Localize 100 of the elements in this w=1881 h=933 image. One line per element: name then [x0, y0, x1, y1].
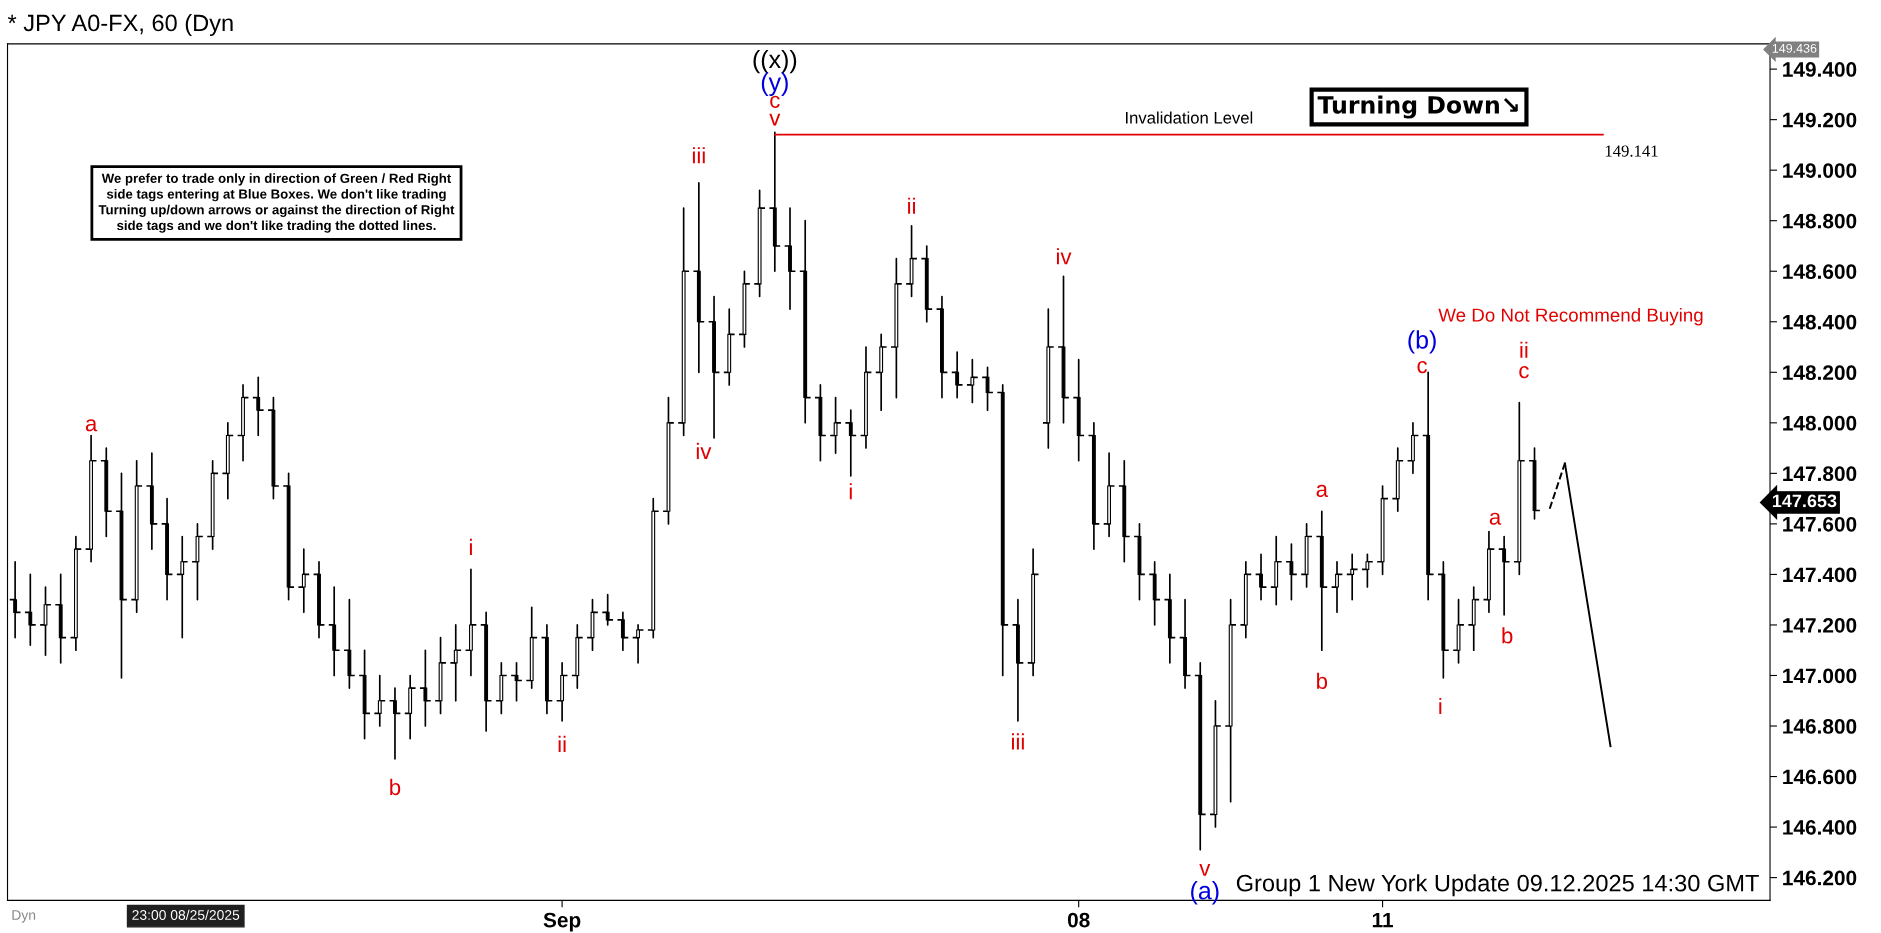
annotation: b: [1317, 672, 1328, 690]
y-tick-label: 147.200: [1783, 617, 1857, 633]
candlestick: [1331, 560, 1343, 614]
candlestick: [176, 535, 188, 639]
candlestick: [116, 472, 127, 679]
candlestick: [1255, 553, 1267, 601]
candlestick: [1529, 447, 1540, 520]
candlestick: [237, 384, 249, 462]
candlestick: [1042, 308, 1054, 449]
candlestick: [936, 295, 948, 399]
candlestick: [617, 611, 629, 652]
candlestick: [1392, 447, 1404, 513]
annotation: iv: [696, 442, 712, 459]
y-tick-label: 149.400: [1783, 62, 1857, 77]
candlestick: [1179, 598, 1191, 689]
candlestick: [526, 606, 538, 689]
y-tick-label: 148.200: [1783, 365, 1857, 381]
candlestick: [435, 636, 446, 715]
annotation: ((x)): [753, 49, 797, 74]
candlestick: [161, 497, 173, 601]
candlestick: [860, 346, 872, 449]
candlestick: [1483, 530, 1495, 614]
x-tick-label: 08: [1067, 912, 1090, 928]
annotation: iii: [1012, 733, 1024, 750]
candlestick: [343, 598, 355, 689]
candlestick: [70, 535, 82, 652]
candlestick: [222, 421, 234, 500]
candlestick: [997, 384, 1009, 677]
annotation: a: [85, 419, 98, 432]
annotation: We prefer to trade only in direction of Green / Red Right side tags entering at Blue Boxes. We don't like trading Turning up/down arrows or against the direction of Right side tags and we don't like trading the dotted lines.: [98, 173, 455, 233]
candlestick: [1088, 421, 1100, 550]
annotation: c: [1417, 361, 1428, 374]
candlestick: [693, 181, 705, 374]
candlestick: [24, 573, 36, 647]
candlestick: [404, 674, 416, 740]
candlestick: [890, 257, 902, 399]
candlestick: [1301, 523, 1312, 588]
candlestick: [1286, 543, 1297, 601]
candlestick: [1270, 535, 1282, 606]
y-tick-label: 147.800: [1783, 466, 1857, 482]
candlestick: [1210, 699, 1221, 828]
annotation: 149.141: [1605, 145, 1658, 157]
candlestick: [799, 219, 811, 424]
ref-line-label: Invalidation Level: [1126, 111, 1253, 124]
y-tick-label: 146.400: [1783, 820, 1857, 835]
candlestick: [1073, 358, 1085, 462]
text: 147.653: [1772, 494, 1837, 508]
candlestick: [647, 497, 659, 639]
y-tick-label: 146.200: [1783, 870, 1857, 886]
annotation: (b): [1408, 330, 1436, 354]
annotation: iv: [1056, 248, 1072, 265]
candlestick: [784, 207, 796, 310]
y-tick-label: 146.800: [1783, 719, 1857, 734]
annotation: b: [1502, 627, 1513, 644]
annotation: i: [849, 483, 852, 500]
candlestick: [1437, 560, 1449, 679]
y-tick-label: 148.400: [1783, 314, 1857, 330]
y-tick-label: 148.800: [1783, 213, 1857, 229]
x-tick-label: 11: [1372, 912, 1394, 928]
annotation: Turning Down↘: [1317, 95, 1518, 119]
candlestick: [450, 624, 462, 702]
candlestick: [723, 308, 735, 386]
candlestick: [906, 224, 917, 298]
y-tick-label: 146.600: [1783, 769, 1857, 785]
candlestick: [1513, 401, 1525, 576]
candlestick: [374, 674, 386, 727]
y-tick-label: 147.600: [1783, 516, 1857, 532]
candlestick: [268, 396, 279, 500]
candlestick: [556, 662, 568, 722]
candlestick: [708, 295, 720, 439]
candlestick: [1012, 598, 1024, 722]
candlestick: [1027, 548, 1039, 677]
candlestick: [480, 611, 492, 732]
candlestick: [754, 189, 766, 298]
annotation: iii: [692, 147, 705, 164]
candlestick: [875, 333, 887, 412]
candlestick: [1468, 586, 1480, 652]
candlestick: [283, 472, 295, 601]
candlestick: [1453, 598, 1464, 664]
candlestick: [465, 568, 477, 677]
annotation: i: [469, 538, 472, 555]
candlestick: [419, 649, 431, 727]
candlestick: [146, 452, 158, 550]
candlestick: [495, 662, 507, 715]
candlestick: [966, 358, 978, 404]
annotation: ii: [908, 197, 915, 214]
candlestick: [815, 384, 826, 462]
annotation: a: [1316, 484, 1328, 498]
candlestick: [571, 624, 583, 689]
candlestick: [1316, 510, 1328, 652]
candlestick: [40, 586, 51, 657]
candlestick: [328, 586, 340, 677]
candlestick: [921, 245, 933, 323]
annotation: (a): [1191, 881, 1219, 905]
candlestick: [511, 662, 522, 702]
candlestick: [769, 131, 781, 273]
y-tick-label: 147.000: [1783, 668, 1857, 684]
candlestick: [1498, 535, 1510, 616]
candlestick: [1194, 662, 1206, 851]
candlestick: [587, 598, 598, 652]
